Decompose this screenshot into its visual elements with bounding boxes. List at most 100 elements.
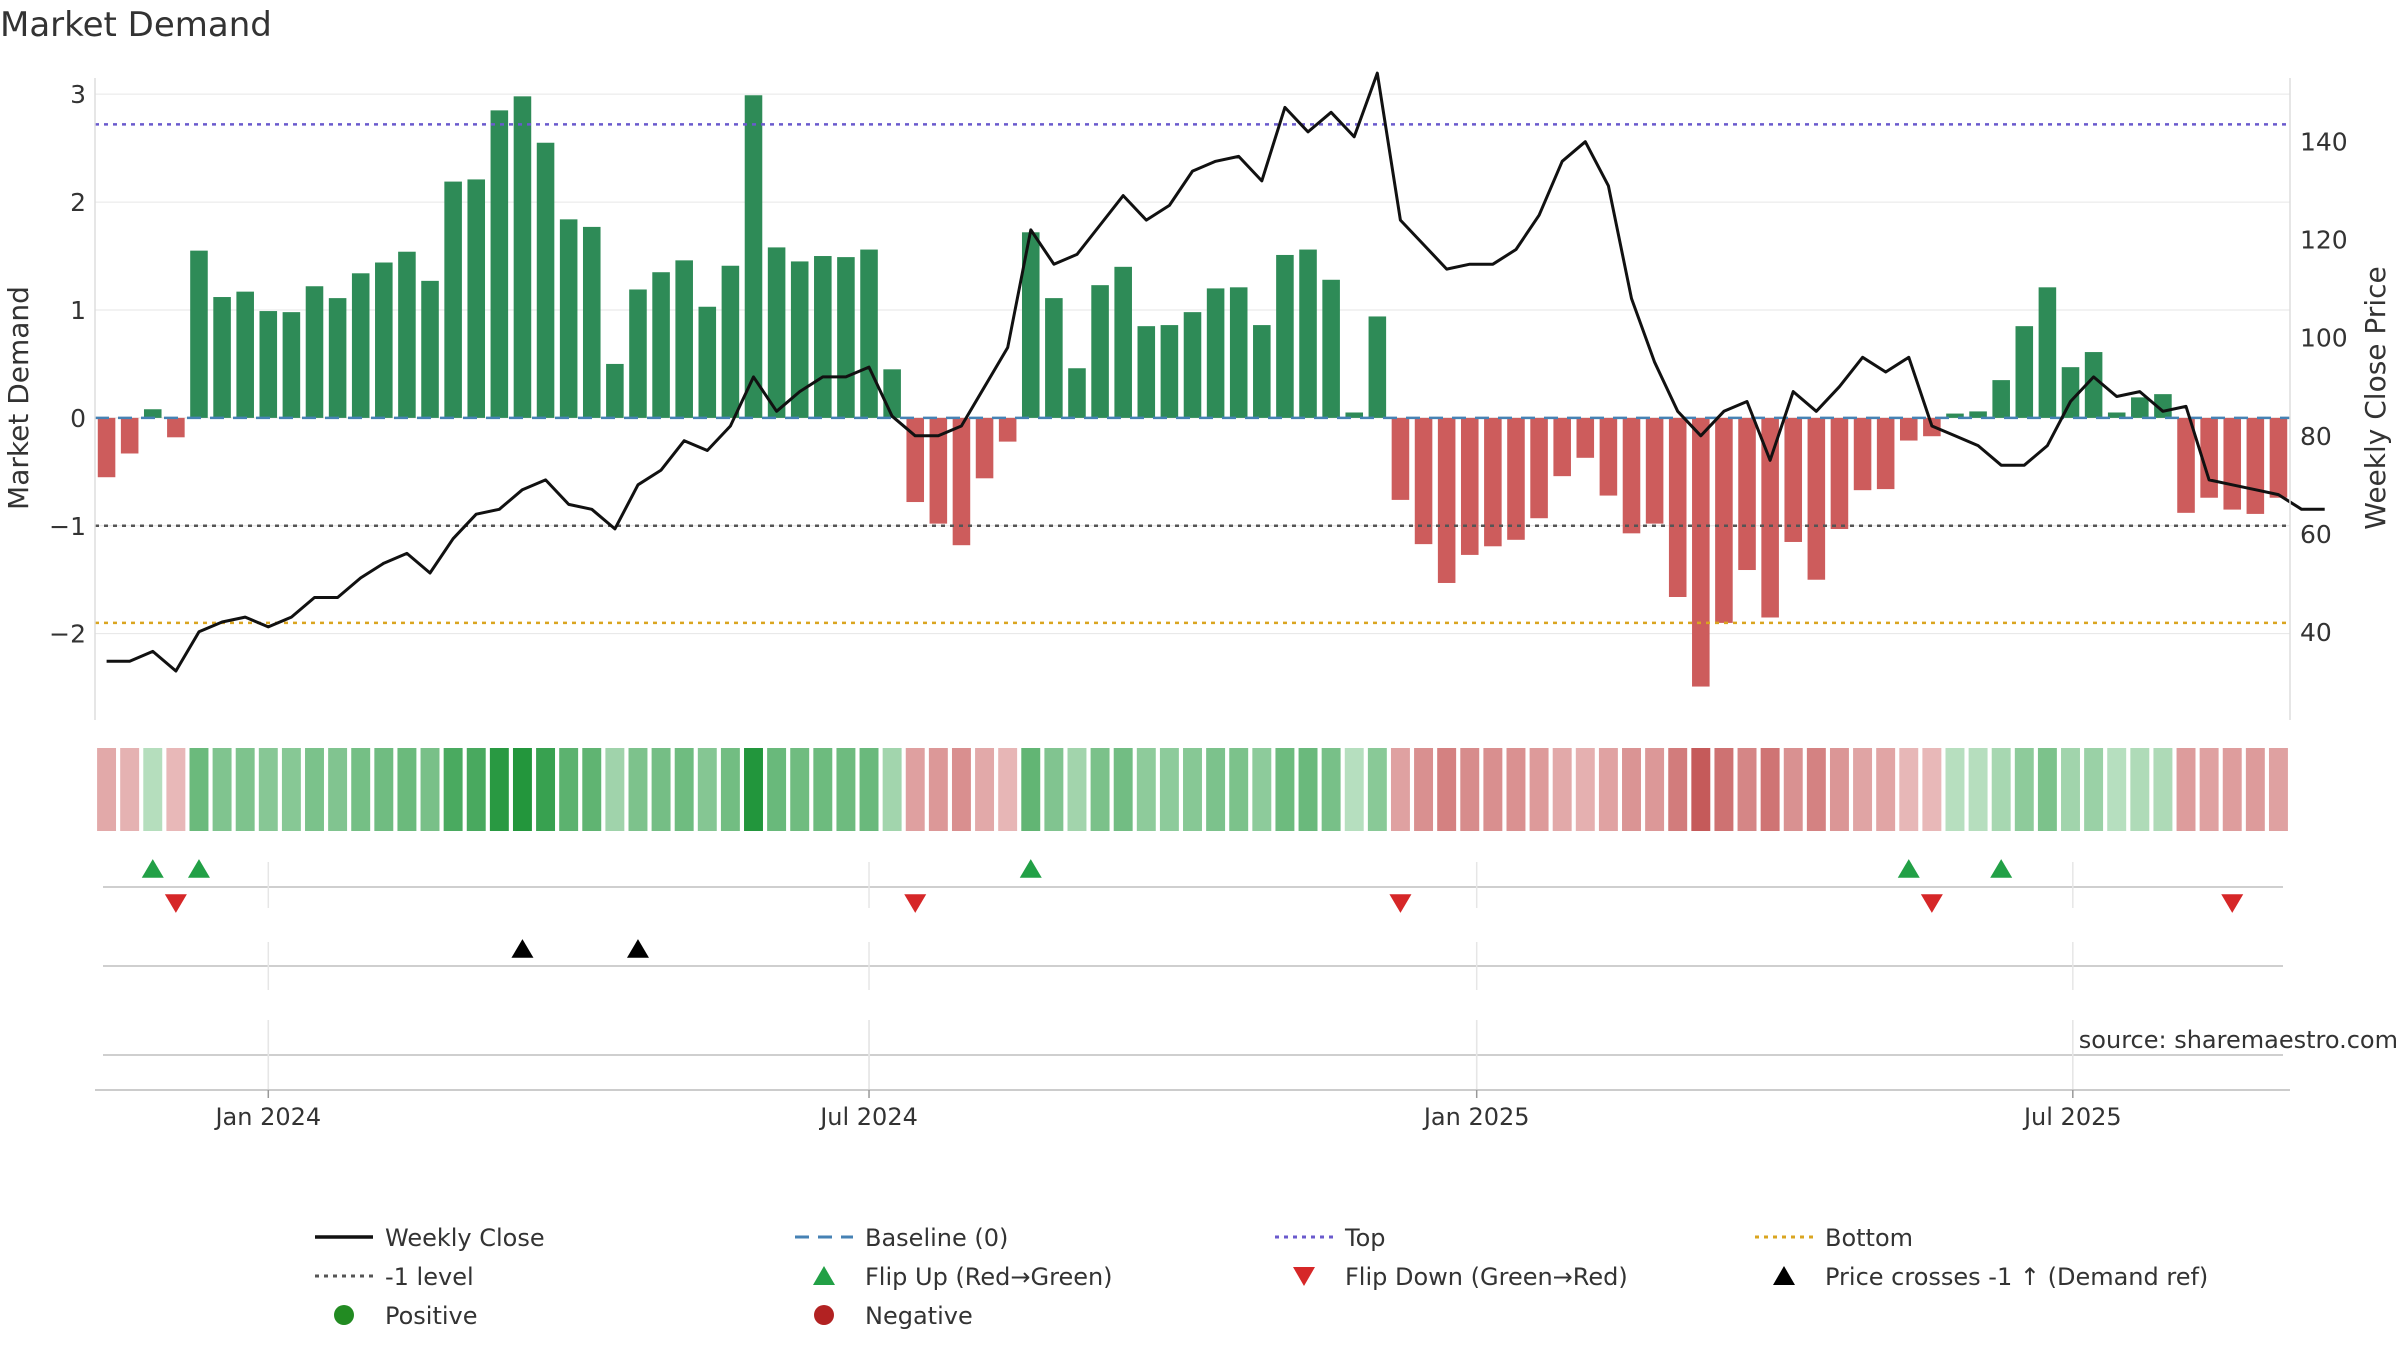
legend-swatch xyxy=(334,1305,354,1325)
legend-label: Price crosses -1 ↑ (Demand ref) xyxy=(1825,1263,2208,1291)
heat-cell xyxy=(466,748,486,831)
demand-bar xyxy=(190,250,208,418)
heat-cell xyxy=(1783,748,1803,831)
heat-cell xyxy=(813,748,833,831)
demand-bar xyxy=(1322,279,1340,418)
demand-bar xyxy=(1715,417,1733,623)
heat-cell xyxy=(512,748,532,831)
heat-cell xyxy=(212,748,232,831)
legend-label: Positive xyxy=(385,1302,478,1330)
demand-bar xyxy=(2177,417,2195,513)
heat-cell xyxy=(166,748,186,831)
demand-bar xyxy=(328,298,347,418)
demand-bar xyxy=(559,219,578,418)
heat-cell xyxy=(697,748,717,831)
heat-cell xyxy=(374,748,394,831)
price-layer xyxy=(106,71,2325,673)
demand-bar xyxy=(1299,249,1317,418)
heat-cell xyxy=(1737,748,1757,831)
heat-cell xyxy=(1136,748,1156,831)
y-tick-left: 2 xyxy=(70,188,86,217)
demand-bar xyxy=(1992,380,2010,418)
legend-label: Negative xyxy=(865,1302,973,1330)
demand-bar xyxy=(606,363,624,418)
heat-cell xyxy=(97,748,117,831)
y-tick-left: 1 xyxy=(70,296,86,325)
x-tick-label: Jul 2025 xyxy=(2022,1103,2122,1131)
demand-bar xyxy=(259,311,278,418)
demand-heatstrip xyxy=(97,748,2288,831)
heat-cell xyxy=(258,748,278,831)
heat-cell xyxy=(143,748,163,831)
heat-cell xyxy=(2222,748,2242,831)
demand-bar xyxy=(652,272,670,418)
heat-cell xyxy=(2130,748,2150,831)
demand-bar xyxy=(513,96,532,418)
heat-cell xyxy=(235,748,255,831)
heat-cell xyxy=(1252,748,1272,831)
demand-bar xyxy=(398,251,416,418)
demand-bar xyxy=(1576,417,1595,458)
flip-down-marker xyxy=(904,894,927,913)
heat-cell xyxy=(1645,748,1665,831)
y-axis-left-label: Market Demand xyxy=(2,286,35,510)
y-tick-right: 100 xyxy=(2300,324,2348,353)
heat-cell xyxy=(1298,748,1318,831)
legend-label: Flip Up (Red→Green) xyxy=(865,1263,1113,1291)
demand-bar xyxy=(1599,417,1618,496)
legend-label: Baseline (0) xyxy=(865,1224,1008,1252)
demand-bar xyxy=(1437,417,1456,583)
demand-bar xyxy=(2084,352,2103,418)
heat-cell xyxy=(1483,748,1503,831)
heat-cell xyxy=(1344,748,1364,831)
heat-cell xyxy=(767,748,787,831)
demand-bar xyxy=(929,417,948,524)
heat-cell xyxy=(2268,748,2288,831)
y-tick-left: −2 xyxy=(49,620,86,649)
heat-cell xyxy=(1229,748,1249,831)
demand-bar xyxy=(814,256,832,418)
heat-cell xyxy=(628,748,648,831)
legend-swatch xyxy=(814,1305,834,1325)
demand-bar xyxy=(952,417,971,546)
demand-bar xyxy=(1229,287,1248,418)
heat-cell xyxy=(1206,748,1226,831)
heat-cell xyxy=(2199,748,2219,831)
demand-bar xyxy=(744,95,763,418)
flip-up-marker xyxy=(1019,859,1042,878)
legend-label: Top xyxy=(1344,1224,1386,1252)
legend-label: -1 level xyxy=(385,1263,474,1291)
heat-cell xyxy=(720,748,740,831)
heat-cell xyxy=(1991,748,2011,831)
heat-cell xyxy=(1367,748,1387,831)
y-tick-right: 140 xyxy=(2300,128,2348,157)
y-tick-left: −1 xyxy=(49,512,86,541)
demand-bar xyxy=(213,297,231,418)
heat-cell xyxy=(951,748,971,831)
demand-bar xyxy=(1807,417,1826,580)
heat-cell xyxy=(1090,748,1110,831)
demand-bar xyxy=(1160,325,1179,418)
demand-bar xyxy=(351,273,370,418)
x-tick-label: Jan 2025 xyxy=(1422,1103,1530,1131)
flip-down-marker xyxy=(164,894,187,913)
demand-bar xyxy=(1530,417,1548,519)
demand-bar xyxy=(1692,417,1710,687)
demand-bar xyxy=(629,289,647,418)
demand-bar xyxy=(767,247,786,418)
heat-cell xyxy=(1414,748,1434,831)
y-axis-right-label: Weekly Close Price xyxy=(2359,266,2392,529)
demand-bar xyxy=(167,417,185,438)
demand-bar xyxy=(1114,266,1132,418)
demand-bar xyxy=(883,369,901,418)
weekly-close-line xyxy=(106,71,2325,673)
heat-cell xyxy=(1183,748,1202,831)
demand-bar xyxy=(2269,417,2288,498)
legend-swatch xyxy=(1773,1266,1795,1285)
heat-cell xyxy=(2153,748,2173,831)
demand-bar xyxy=(2246,417,2265,514)
heat-cell xyxy=(1021,748,1041,831)
heat-cell xyxy=(2061,748,2080,831)
heat-cell xyxy=(120,748,140,831)
demand-bar xyxy=(2038,287,2057,418)
